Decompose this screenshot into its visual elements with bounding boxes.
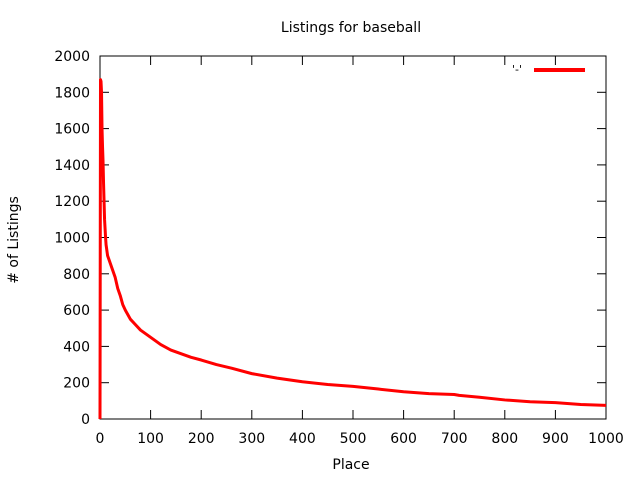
y-tick-label: 1400: [54, 158, 90, 174]
y-tick-label: 400: [63, 339, 90, 355]
y-axis-ticks: 0 200 400 600 800 1000 1200 1400 1600 1800 2000: [54, 49, 606, 428]
y-tick-label: 600: [63, 303, 90, 319]
plot-frame: [99, 55, 607, 420]
y-tick-label: 1000: [54, 231, 90, 247]
y-tick-label: 0: [81, 412, 90, 428]
y-tick-label: 200: [63, 376, 90, 392]
y-tick-label: 1600: [54, 122, 90, 138]
x-tick-label: 400: [289, 431, 316, 447]
x-tick-label: 0: [96, 431, 105, 447]
y-tick-label: 2000: [54, 49, 90, 65]
x-tick-label: 100: [137, 431, 164, 447]
y-tick-label: 1800: [54, 85, 90, 101]
x-tick-label: 500: [340, 431, 367, 447]
chart-title: Listings for baseball: [281, 20, 421, 36]
y-tick-label: 800: [63, 267, 90, 283]
x-tick-label: 700: [441, 431, 468, 447]
y-tick-label: 1200: [54, 194, 90, 210]
x-tick-label: 800: [491, 431, 518, 447]
x-axis-label: Place: [332, 457, 369, 473]
series-line: [98, 78, 607, 420]
y-axis-label: # of Listings: [6, 196, 22, 284]
series-layer: [98, 78, 607, 420]
x-tick-label: 1000: [588, 431, 624, 447]
legend-label: '-': [512, 63, 522, 76]
x-tick-label: 300: [238, 431, 265, 447]
x-tick-label: 200: [188, 431, 215, 447]
x-tick-label: 900: [542, 431, 569, 447]
legend: '-': [512, 63, 585, 76]
x-tick-label: 600: [390, 431, 417, 447]
